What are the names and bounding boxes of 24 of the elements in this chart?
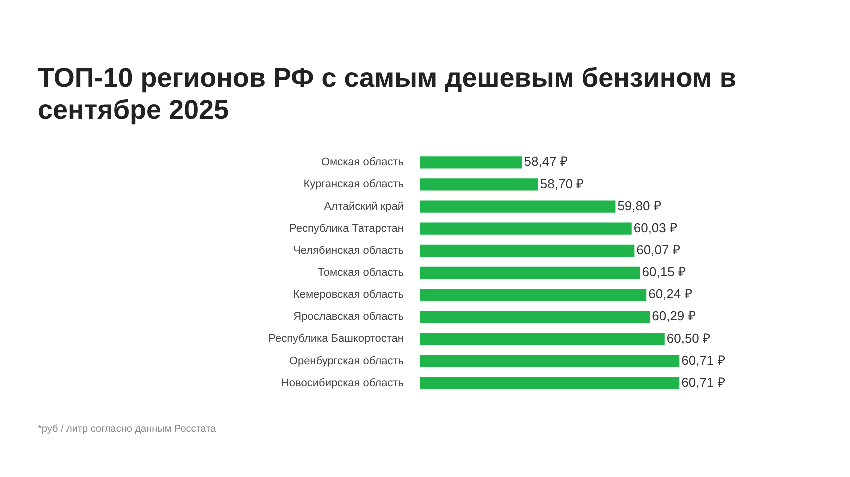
y-tick-label: Курганская область bbox=[304, 178, 404, 191]
data-label: 59,80 ₽ bbox=[618, 198, 662, 214]
data-label: 60,24 ₽ bbox=[648, 286, 693, 302]
data-label: 60,15 ₽ bbox=[642, 264, 686, 280]
text: *руб / литр согласно данным Росстата bbox=[38, 424, 216, 435]
y-tick-label: Республика Татарстан bbox=[289, 222, 404, 235]
chart-title: ТОП-10 регионов РФ с самым дешевым бензином в сентябре 2025 bbox=[38, 62, 738, 126]
data-label: 60,07 ₽ bbox=[636, 242, 681, 258]
y-tick-label: Томская область bbox=[318, 267, 404, 280]
data-label: 60,29 ₽ bbox=[652, 308, 696, 324]
y-tick-label: Кемеровская область bbox=[293, 289, 404, 302]
data-label: 60,03 ₽ bbox=[634, 220, 678, 236]
data-label: 60,71 ₽ bbox=[682, 352, 726, 368]
y-tick-label: Омская область bbox=[321, 156, 404, 169]
y-tick-label: Челябинская область bbox=[294, 244, 404, 257]
data-label: 60,50 ₽ bbox=[666, 330, 712, 346]
y-tick-label: Новосибирская область bbox=[281, 377, 404, 390]
data-label: 58,70 ₽ bbox=[540, 176, 585, 192]
y-tick-label: Ярославская область bbox=[294, 311, 404, 324]
y-tick-label: Оренбургская область bbox=[289, 355, 404, 368]
y-tick-label: Алтайский край bbox=[324, 200, 404, 213]
data-label: 58,47 ₽ bbox=[524, 154, 568, 170]
data-label: 60,71 ₽ bbox=[682, 374, 726, 390]
y-tick-label: Республика Башкортостан bbox=[268, 333, 404, 346]
